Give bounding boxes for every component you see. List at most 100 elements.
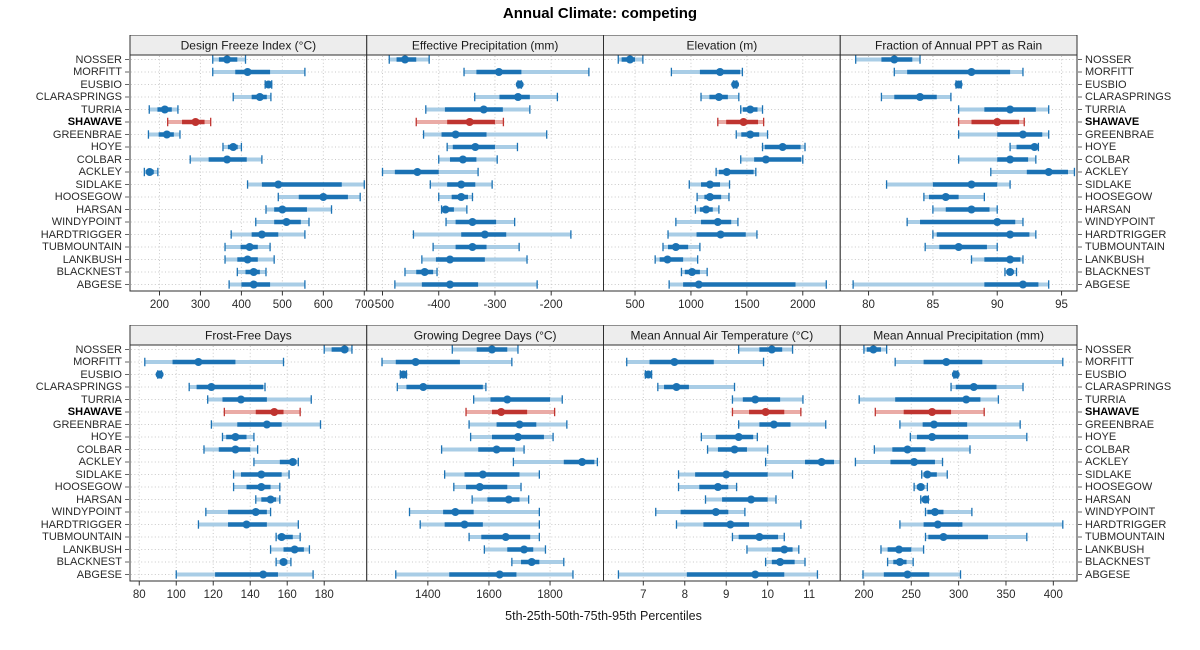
series-row-tubmountain	[662, 242, 701, 252]
series-row-hardtrigger	[412, 230, 572, 239]
median-dot	[939, 533, 948, 541]
median-dot	[457, 193, 466, 201]
series-row-windypoint	[205, 507, 272, 517]
axis-tick-label: 9	[723, 589, 729, 601]
median-dot	[277, 533, 286, 541]
axis-tick-label: -300	[483, 299, 506, 311]
median-dot	[716, 230, 725, 239]
median-dot	[274, 180, 283, 189]
station-label-right-abgese: ABGESE	[1085, 278, 1131, 291]
median-dot	[340, 345, 349, 354]
median-dot	[890, 55, 899, 64]
series-row-greenbrae	[738, 420, 827, 429]
station-label-left-greenbrae: GREENBRAE	[52, 128, 122, 141]
series-row-colbar	[957, 155, 1037, 164]
station-label-right-eusbio: EUSBIO	[1085, 78, 1127, 91]
station-label-right-hardtrigger: HARDTRIGGER	[1085, 518, 1167, 531]
panel-plot-area	[129, 344, 368, 582]
series-row-lankbush	[880, 545, 925, 554]
station-label-right-tubmountain: TUBMOUNTAIN	[1085, 241, 1165, 253]
series-row-turria	[148, 105, 179, 114]
series-row-turria	[207, 395, 312, 404]
axis-tick-label: 300	[191, 299, 210, 311]
median-dot	[702, 205, 711, 214]
axis-tick-label: 250	[902, 589, 921, 601]
median-dot	[445, 280, 454, 289]
panel-band-bottom: Frost-Free Days 80 100 120 140 160 180 Growing …	[122, 324, 1085, 605]
series-row-sidlake	[688, 180, 731, 189]
series-row-tubmountain	[924, 242, 998, 252]
series-row-eusbio	[731, 80, 740, 89]
series-row-clarasprings	[950, 382, 1024, 392]
median-dot	[279, 558, 288, 566]
station-labels-left-top: NOSSER MORFITT EUSBIO CLARASPRINGS TURRIA SHA…	[0, 54, 126, 295]
median-dot	[527, 558, 536, 566]
series-row-abgese	[668, 280, 827, 289]
series-row-nosser	[451, 345, 519, 354]
axis-tick-label: 7	[640, 589, 646, 601]
axis-tick-label: 180	[315, 589, 334, 601]
series-row-blacknest	[236, 267, 267, 277]
station-label-left-shawave: SHAWAVE	[67, 406, 122, 418]
median-dot	[578, 458, 587, 466]
series-row-windypoint	[924, 507, 973, 517]
series-row-sidlake	[429, 180, 493, 189]
median-dot	[479, 105, 488, 114]
axis-tick-label: 400	[232, 299, 251, 311]
series-row-colbar	[438, 155, 498, 164]
median-dot	[761, 408, 770, 416]
median-dot	[967, 205, 976, 214]
median-dot	[967, 68, 976, 76]
panel-mean-annual-precipitation-mm-: Mean Annual Precipitation (mm) 200 250 300 3…	[839, 324, 1082, 601]
median-dot	[726, 520, 735, 529]
series-row-colbar	[189, 155, 263, 164]
median-dot	[145, 168, 154, 176]
series-row-sidlake	[246, 180, 365, 189]
station-label-left-hardtrigger: HARDTRIGGER	[40, 518, 122, 531]
station-label-right-clarasprings: CLARASPRINGS	[1085, 91, 1172, 103]
median-dot	[1018, 280, 1027, 289]
median-dot	[1018, 130, 1027, 139]
panel-growing-degree-days-c-: Growing Degree Days (°C) 1400 1600 1800	[366, 324, 604, 601]
median-dot	[282, 218, 291, 226]
axis-tick-label: 95	[1055, 299, 1068, 311]
station-label-right-tubmountain: TUBMOUNTAIN	[1085, 531, 1165, 543]
median-dot	[245, 243, 254, 251]
median-dot	[501, 533, 510, 541]
series-row-blacknest	[680, 267, 708, 277]
series-row-harsan	[440, 205, 468, 214]
series-row-hoosegow	[677, 482, 738, 492]
median-dot	[264, 80, 273, 89]
median-dot	[487, 345, 496, 354]
station-label-right-greenbrae: GREENBRAE	[1085, 418, 1155, 431]
station-label-left-ackley: ACKLEY	[78, 166, 122, 178]
series-row-hoosegow	[277, 192, 361, 202]
median-dot	[951, 370, 960, 379]
station-label-left-morfitt: MORFITT	[73, 66, 122, 78]
median-dot	[243, 255, 252, 264]
station-label-left-windypoint: WINDYPOINT	[51, 216, 122, 228]
median-dot	[468, 243, 477, 251]
series-row-hoye	[446, 142, 519, 152]
series-row-abgese	[617, 570, 819, 579]
median-dot	[257, 470, 266, 479]
series-row-abgese	[228, 280, 306, 289]
series-row-shawave	[167, 117, 212, 127]
axis-tick-label: 300	[949, 589, 968, 601]
series-row-hoosegow	[453, 482, 522, 492]
panel-strip-title: Mean Annual Air Temperature (°C)	[631, 329, 814, 343]
median-dot	[155, 370, 164, 379]
median-dot	[731, 80, 740, 89]
panel-plot-area	[129, 54, 368, 292]
median-dot	[262, 420, 271, 429]
median-dot	[420, 268, 429, 276]
series-row-eusbio	[399, 370, 408, 379]
series-row-hardtrigger	[932, 230, 1037, 239]
axis-tick-label: 11	[803, 589, 815, 601]
axis-tick-label: 80	[862, 299, 875, 311]
median-dot	[933, 520, 942, 529]
series-row-tubmountain	[468, 532, 540, 542]
series-row-colbar	[740, 155, 804, 164]
median-dot	[942, 358, 951, 366]
median-dot	[916, 483, 925, 491]
